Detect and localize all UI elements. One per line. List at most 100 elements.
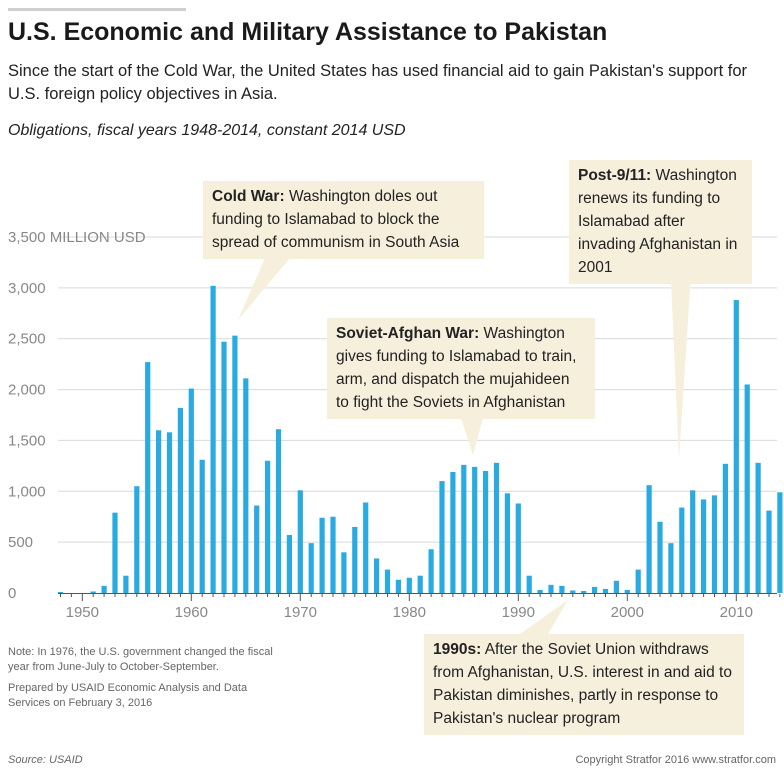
soviet-afghan-pointer	[461, 418, 483, 455]
bar-1972	[319, 517, 325, 593]
annotation-soviet-afghan-war: Soviet-Afghan War: Washington gives fund…	[327, 318, 595, 419]
bar-2004	[668, 543, 674, 593]
prepared-by: Prepared by USAID Economic Analysis and …	[8, 682, 248, 709]
x-tick-label: 1990	[502, 604, 535, 621]
bar-1997	[592, 586, 598, 593]
bar-1976	[363, 502, 369, 593]
y-tick-label: 0	[8, 585, 16, 602]
annotation-pointers	[238, 258, 692, 634]
bar-1990	[515, 503, 521, 593]
page-title: U.S. Economic and Military Assistance to…	[8, 18, 608, 46]
x-tick-label: 1980	[393, 604, 426, 621]
bar-1969	[286, 535, 292, 593]
bar-2000	[624, 589, 630, 593]
x-tick-label: 1950	[66, 604, 99, 621]
annotation-1990s: 1990s: After the Soviet Union withdraws …	[424, 634, 744, 735]
bar-1961	[199, 459, 205, 593]
annotation-cold-war: Cold War: Washington doles out funding t…	[203, 181, 484, 259]
bar-2014	[777, 492, 783, 593]
bar-1987	[483, 470, 489, 593]
bar-1974	[341, 552, 347, 593]
bar-1960	[188, 388, 194, 593]
bar-1979	[395, 579, 401, 593]
bar-1955	[134, 486, 140, 593]
bar-2013	[766, 510, 772, 593]
bar-1951	[90, 591, 96, 593]
bar-2006	[690, 490, 696, 593]
y-tick-label: 2,000	[8, 382, 46, 399]
bar-1995	[570, 590, 576, 593]
bar-1999	[613, 580, 619, 593]
bar-1954	[123, 575, 129, 593]
bar-1986	[472, 466, 478, 593]
bar-2001	[635, 569, 641, 593]
y-tick-label: 1,000	[8, 483, 46, 500]
bar-1980	[406, 577, 412, 593]
y-tick-label: 1,500	[8, 432, 46, 449]
bar-1948	[57, 591, 64, 593]
y-axis: 0 500 1,000 1,500 2,000 2,500 3,000 3,500 MILLI…	[8, 229, 146, 602]
bar-1992	[537, 589, 543, 593]
bar-1967	[265, 460, 271, 593]
bar-1953	[112, 512, 118, 593]
bar-1962	[210, 285, 216, 593]
bar-1983	[439, 481, 445, 593]
bar-2011	[744, 384, 750, 593]
bar-1993	[548, 584, 554, 593]
bar-1991	[526, 575, 532, 593]
y-tick-label: 3,000	[8, 280, 46, 297]
bar-1965	[243, 378, 249, 593]
bar-1966	[254, 505, 260, 593]
bar-1964	[232, 335, 238, 593]
bar-1982	[428, 549, 434, 593]
bar-1977	[374, 558, 380, 593]
bar-1973	[330, 516, 336, 593]
annotation-post-911: Post-9/11: Washington renews its funding…	[569, 160, 752, 284]
bar-2002	[646, 485, 652, 593]
bar-1963	[221, 341, 227, 593]
title-rule	[8, 8, 186, 11]
x-tick-label: 2010	[720, 604, 753, 621]
copyright: Copyright Stratfor 2016 www.stratfor.com	[575, 754, 776, 766]
bar-2007	[701, 499, 707, 593]
y-tick-label: 3,500 MILLION USD	[8, 229, 146, 246]
x-tick-label: 1970	[284, 604, 317, 621]
bar-1970	[297, 490, 303, 593]
bar-2009	[722, 463, 728, 593]
bar-1957	[156, 430, 162, 593]
nineties-pointer	[520, 600, 568, 634]
bar-1971	[308, 543, 314, 593]
bar-1981	[417, 575, 423, 593]
bar-1958	[166, 432, 173, 593]
bar-2010	[733, 300, 739, 593]
bar-1959	[177, 407, 183, 593]
bars	[57, 285, 783, 593]
cold-war-pointer	[238, 258, 290, 320]
bar-1994	[559, 585, 565, 593]
x-axis: 1950 1960 1970 1980 1990 2000 2010	[58, 593, 781, 621]
bar-1989	[504, 493, 510, 593]
bar-1952	[101, 585, 107, 593]
subtitle: Since the start of the Cold War, the Uni…	[8, 62, 748, 103]
bar-1998	[602, 588, 609, 593]
bar-1956	[145, 362, 151, 593]
x-tick-label: 2000	[611, 604, 644, 621]
y-tick-label: 500	[8, 534, 33, 551]
x-tick-label: 1960	[175, 604, 208, 621]
bar-2005	[679, 507, 685, 593]
units-label: Obligations, fiscal years 1948-2014, con…	[8, 122, 406, 139]
bar-1968	[275, 429, 282, 593]
source: Source: USAID	[8, 754, 83, 766]
post-911-pointer	[670, 258, 692, 460]
bar-2003	[657, 521, 663, 593]
bar-2012	[755, 462, 761, 593]
footnote: Note: In 1976, the U.S. government chang…	[8, 646, 273, 673]
bar-1996	[581, 590, 587, 593]
bar-1984	[450, 471, 456, 593]
bar-1978	[384, 569, 391, 593]
bar-1988	[493, 462, 500, 593]
bar-2008	[711, 495, 718, 593]
bar-1975	[352, 526, 358, 593]
y-tick-label: 2,500	[8, 331, 46, 348]
